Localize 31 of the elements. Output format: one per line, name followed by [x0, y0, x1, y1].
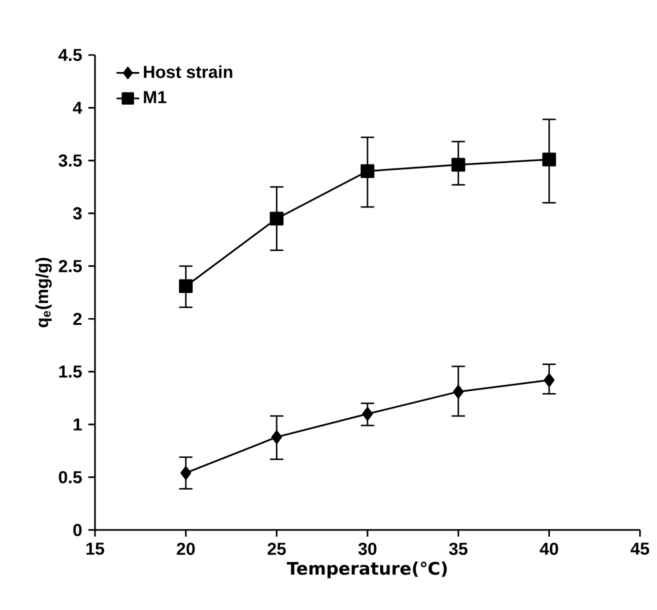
point — [452, 384, 464, 399]
y-tick-label: 2 — [73, 312, 82, 325]
point — [544, 373, 555, 387]
point — [271, 430, 282, 444]
x-tick-label: 35 — [449, 542, 468, 555]
x-tick-label: 15 — [86, 542, 104, 555]
point — [362, 407, 373, 421]
y-tick-label: 4.5 — [58, 48, 82, 62]
y-tick-label: 4 — [72, 102, 82, 114]
x-axis-title: Temperature(℃) — [286, 561, 447, 578]
y-tick-label: 1 — [74, 418, 82, 430]
x-tick-label: 20 — [176, 542, 195, 555]
x-tick-label: 45 — [630, 542, 650, 555]
y-tick-label: 3.5 — [58, 154, 82, 167]
x-tick-label: 30 — [358, 542, 376, 555]
y-axis-title: q$_{e}$(mg/g) — [35, 258, 52, 328]
point — [180, 466, 192, 480]
x-tick-label: 25 — [268, 542, 286, 555]
y-tick-label: 3 — [73, 207, 82, 220]
point — [178, 279, 193, 294]
y-tick-label: 1.5 — [59, 366, 82, 378]
y-tick-label: 0 — [73, 524, 82, 536]
legend-label: M1 — [144, 91, 166, 104]
point — [270, 212, 284, 226]
point — [451, 158, 466, 172]
legend-label: Host strain — [144, 65, 232, 78]
y-tick-label: 0.5 — [58, 471, 82, 484]
x-tick-label: 40 — [540, 542, 558, 555]
point — [360, 164, 374, 178]
point — [542, 152, 556, 166]
y-tick-label: 2.5 — [58, 260, 82, 272]
